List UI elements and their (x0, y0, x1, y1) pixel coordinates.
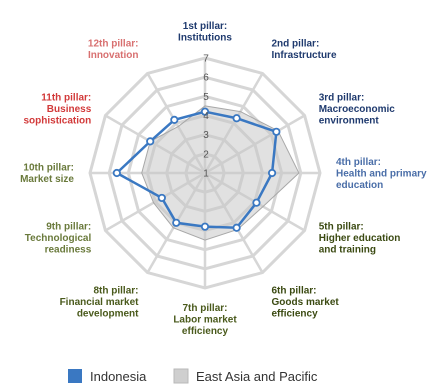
legend-swatch-east-asia-and-pacific (173, 368, 189, 384)
axis-label-line: education (336, 180, 383, 191)
axis-label-line: 11th pillar: (41, 92, 91, 103)
axis-label-line: Business (47, 104, 92, 115)
axis-label: 9th pillar: Technological readiness (25, 221, 92, 255)
axis-label-line: 8th pillar: (93, 286, 138, 297)
legend-swatch-indonesia (68, 369, 82, 383)
axis-label-line: 2nd pillar: (272, 38, 320, 49)
indonesia-point (252, 198, 261, 207)
axis-label-line: readiness (45, 244, 92, 255)
axis-label: 7th pillar: Labor market efficiency (173, 303, 237, 337)
axis-label-line: and training (319, 244, 376, 255)
axis-label-line: Technological (25, 233, 92, 244)
axis-label-line: sophistication (23, 115, 91, 126)
axis-label-line: Macroeconomic (319, 104, 396, 115)
axis-label-line: 12th pillar: (88, 38, 139, 49)
r-tick-label: 2 (203, 149, 209, 160)
indonesia-point (232, 223, 241, 232)
axis-label: 6th pillar: Goods market efficiency (272, 286, 340, 320)
axis-label-line: Goods market (272, 297, 340, 308)
indonesia-point (157, 193, 166, 203)
r-tick-label: 3 (203, 130, 209, 141)
axis-label-line: efficiency (272, 309, 319, 320)
axis-label-line: Health and primary (336, 168, 427, 179)
axis-label-line: 9th pillar: (46, 221, 91, 232)
axis-label-line: Infrastructure (272, 50, 337, 61)
r-tick-label: 6 (203, 73, 209, 84)
axis-label-line: 4th pillar: (336, 157, 381, 168)
axis-label: 2nd pillar: Infrastructure (272, 38, 337, 61)
series-layer (112, 105, 300, 241)
r-tick-label: 5 (203, 92, 209, 103)
axis-label-line: 10th pillar: (23, 163, 74, 174)
indonesia-point (272, 127, 281, 136)
tick-layer: 1 2 3 4 5 6 7 (203, 54, 209, 180)
axis-label-line: 6th pillar: (272, 286, 317, 297)
indonesia-point (170, 115, 179, 124)
axis-label-line: Innovation (88, 50, 139, 61)
axis-label-line: 1st pillar: (183, 21, 227, 32)
axis-label: 5th pillar: Higher education and training (319, 221, 401, 255)
axis-label-line: 7th pillar: (182, 303, 227, 314)
axis-label-line: Market size (20, 174, 74, 185)
indonesia-point (112, 168, 121, 178)
axis-label-line: Higher education (319, 233, 401, 244)
r-tick-label: 7 (203, 54, 209, 65)
axis-label-line: efficiency (182, 326, 229, 337)
axis-label: 4th pillar: Health and primary education (336, 157, 427, 191)
legend: Indonesia East Asia and Pacific (68, 368, 318, 384)
axis-label: 3rd pillar: Macroeconomic environment (319, 92, 396, 126)
axis-label-line: 3rd pillar: (319, 92, 365, 103)
legend-label-east-asia-and-pacific: East Asia and Pacific (196, 369, 318, 384)
axis-label-layer: 1st pillar: Institutions 2nd pillar: Infras… (20, 21, 427, 337)
axis-label: 10th pillar: Market size (20, 163, 74, 186)
axis-label-line: Institutions (178, 33, 232, 44)
axis-label: 11th pillar: Business sophistication (23, 92, 91, 126)
indonesia-point (200, 107, 210, 116)
indonesia-point (200, 222, 210, 231)
r-tick-label: 1 (203, 169, 209, 180)
indonesia-point (172, 218, 181, 227)
axis-label: 12th pillar: Innovation (88, 38, 139, 61)
legend-label-indonesia: Indonesia (90, 369, 147, 384)
axis-label: 1st pillar: Institutions (178, 21, 232, 44)
axis-label-line: Financial market (60, 297, 140, 308)
axis-label-line: Labor market (173, 315, 237, 326)
axis-label-line: 5th pillar: (319, 221, 364, 232)
indonesia-point (267, 168, 277, 178)
indonesia-point (232, 114, 241, 123)
axis-label-line: environment (319, 115, 380, 126)
axis-label: 8th pillar: Financial market development (60, 286, 140, 320)
indonesia-point (146, 137, 155, 146)
axis-label-line: development (77, 309, 139, 320)
r-tick-label: 4 (203, 111, 209, 122)
